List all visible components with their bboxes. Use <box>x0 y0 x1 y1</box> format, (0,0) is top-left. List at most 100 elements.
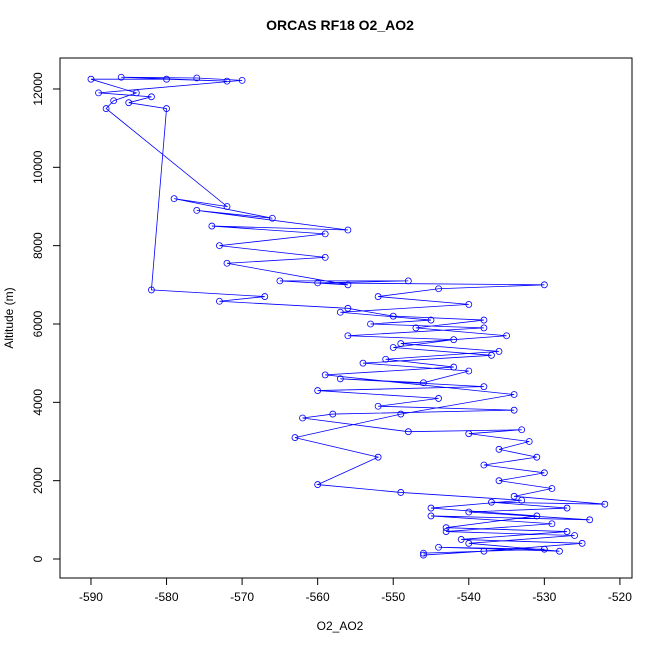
data-point <box>420 551 427 559</box>
y-tick-label: 0 <box>31 555 45 562</box>
data-point <box>548 520 556 528</box>
y-axis-label: Altitude (m) <box>2 287 16 348</box>
data-point <box>132 89 140 97</box>
data-point <box>495 477 503 485</box>
data-point <box>488 498 495 506</box>
data-point <box>427 512 435 520</box>
data-point <box>344 304 352 312</box>
x-axis-label: O2_AO2 <box>317 619 364 633</box>
data-point <box>556 547 563 555</box>
data-point <box>540 469 548 477</box>
data-point <box>389 312 397 320</box>
data-point <box>216 242 223 250</box>
data-point <box>601 500 609 508</box>
data-point <box>435 285 442 293</box>
data-point <box>442 524 450 532</box>
x-tick-label: -550 <box>381 590 405 604</box>
data-point <box>518 426 526 434</box>
data-point <box>503 332 510 340</box>
data-point <box>510 406 518 414</box>
data-point <box>480 383 488 391</box>
data-point <box>480 547 488 555</box>
data-point <box>563 528 571 535</box>
data-point <box>533 453 541 461</box>
data-point <box>480 324 488 332</box>
chart-title: ORCAS RF18 O2_AO2 <box>266 17 414 33</box>
data-point <box>382 355 390 363</box>
data-point <box>268 214 276 222</box>
x-tick-label: -540 <box>457 590 481 604</box>
data-point <box>540 545 548 553</box>
data-point <box>95 89 102 97</box>
data-point <box>427 316 435 324</box>
data-point <box>397 410 405 418</box>
x-tick-label: -580 <box>155 590 179 604</box>
data-point <box>321 230 329 238</box>
data-point <box>344 281 352 289</box>
data-point <box>427 504 435 512</box>
data-point <box>389 344 397 351</box>
data-point <box>291 434 299 441</box>
data-point <box>216 297 223 305</box>
data-point <box>170 195 178 203</box>
data-point <box>102 105 110 112</box>
data-point <box>344 226 352 234</box>
data-point <box>223 259 231 267</box>
data-point <box>420 549 427 557</box>
data-point <box>223 77 231 85</box>
data-point <box>480 461 488 469</box>
data-point <box>163 105 170 112</box>
data-point <box>465 367 473 375</box>
data-point <box>412 324 420 332</box>
data-point <box>321 254 329 261</box>
data-point <box>480 316 488 324</box>
data-point <box>374 402 382 410</box>
data-point <box>510 492 518 500</box>
data-point <box>435 395 442 402</box>
data-point <box>193 74 201 82</box>
data-point <box>314 279 322 287</box>
data-point <box>117 73 125 81</box>
data-point <box>548 485 556 492</box>
y-tick-label: 10000 <box>31 150 45 184</box>
data-point <box>359 359 367 367</box>
data-point <box>533 512 541 520</box>
data-point <box>510 391 518 398</box>
data-point <box>110 97 118 105</box>
y-tick-label: 2000 <box>31 467 45 494</box>
data-point <box>465 539 473 547</box>
x-tick-label: -570 <box>230 590 254 604</box>
y-tick-label: 4000 <box>31 389 45 416</box>
y-tick-label: 12000 <box>31 72 45 106</box>
data-point <box>518 496 526 504</box>
data-point <box>314 387 322 394</box>
data-point <box>329 410 337 418</box>
data-point <box>238 76 246 84</box>
data-point <box>450 336 458 344</box>
data-point <box>314 481 322 488</box>
data-point <box>495 445 503 453</box>
data-point <box>540 281 548 289</box>
data-point <box>495 348 503 355</box>
x-tick-label: -590 <box>79 590 103 604</box>
data-point <box>321 371 329 379</box>
data-point <box>125 99 133 107</box>
data-point <box>420 379 427 387</box>
y-tick-label: 8000 <box>31 232 45 259</box>
data-point <box>261 293 269 300</box>
data-point <box>193 207 201 214</box>
data-point <box>404 277 412 285</box>
data-point <box>223 203 231 210</box>
data-point <box>563 504 571 512</box>
data-point <box>374 453 382 461</box>
data-line <box>90 76 605 556</box>
data-point <box>404 428 412 436</box>
data-point <box>465 430 473 438</box>
data-point <box>367 320 374 328</box>
y-tick-label: 6000 <box>31 310 45 337</box>
data-point <box>525 438 533 445</box>
data-point <box>374 293 382 300</box>
data-point <box>571 532 578 539</box>
